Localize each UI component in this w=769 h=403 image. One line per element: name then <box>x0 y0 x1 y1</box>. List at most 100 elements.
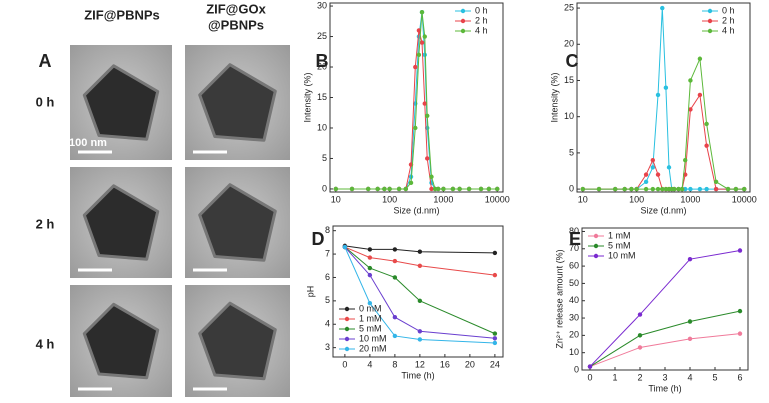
row-label: 2 h <box>36 216 55 231</box>
data-point <box>457 186 462 192</box>
row-label: 0 h <box>36 94 55 109</box>
particle <box>198 183 277 262</box>
tem-panel: A ZIF@PBNPs ZIF@GOx @PBNPs 0 h 2 h 4 h 1… <box>36 1 290 397</box>
y-tick-label: 5 <box>325 295 330 305</box>
plot-frame <box>576 2 751 193</box>
data-point <box>683 186 688 192</box>
y-axis-label: Intensity (%) <box>549 72 559 122</box>
x-tick-label: 10 <box>331 194 341 204</box>
legend-label: 10 mM <box>608 250 636 260</box>
legend-marker <box>707 8 713 14</box>
panel-label: E <box>569 229 581 249</box>
data-point <box>478 186 484 192</box>
y-tick-label: 40 <box>569 295 579 305</box>
data-point <box>441 186 446 192</box>
x-tick-label: 3 <box>662 372 667 382</box>
legend-marker <box>707 28 713 34</box>
data-point <box>643 179 649 185</box>
data-point <box>663 85 669 90</box>
data-point <box>704 143 709 148</box>
series-line <box>589 310 741 367</box>
y-tick-label: 20 <box>317 61 327 71</box>
y-tick-label: 4 <box>325 319 330 329</box>
data-point <box>392 275 398 280</box>
data-point <box>672 186 677 192</box>
data-point <box>417 337 423 342</box>
y-tick-label: 30 <box>317 0 327 10</box>
data-point <box>622 186 627 192</box>
y-tick-label: 3 <box>325 342 330 352</box>
legend-marker <box>593 253 599 259</box>
y-tick-label: 25 <box>317 31 327 41</box>
data-point <box>650 186 656 192</box>
data-point <box>655 186 661 192</box>
data-point <box>688 186 693 192</box>
y-tick-label: 0 <box>569 183 574 193</box>
data-point <box>676 186 681 192</box>
data-point <box>413 125 418 131</box>
x-tick-label: 1000 <box>433 194 453 204</box>
particle <box>198 63 277 142</box>
data-point <box>417 329 423 334</box>
data-point <box>425 156 430 161</box>
data-point <box>367 300 373 306</box>
legend-marker <box>344 306 350 312</box>
data-point <box>687 336 693 342</box>
x-tick-label: 4 <box>687 372 692 382</box>
data-point <box>655 92 661 98</box>
y-tick-label: 10 <box>569 347 579 357</box>
data-point <box>613 186 618 192</box>
x-tick-label: 4 <box>367 359 372 369</box>
data-point <box>663 186 669 192</box>
data-point <box>392 247 398 252</box>
panel-label: D <box>312 229 325 249</box>
data-point <box>737 331 743 336</box>
column-header: ZIF@PBNPs <box>84 7 160 22</box>
legend-marker <box>593 233 599 239</box>
x-tick-label: 10000 <box>732 194 757 204</box>
y-tick-label: 60 <box>569 260 579 270</box>
data-point <box>408 180 414 186</box>
y-tick-label: 80 <box>569 226 579 236</box>
y-tick-label: 5 <box>569 147 574 157</box>
data-point <box>392 315 398 320</box>
panel-label: C <box>566 51 579 71</box>
data-point <box>688 107 693 112</box>
panel-label: B <box>316 51 329 71</box>
y-tick-label: 10 <box>564 111 574 121</box>
y-tick-label: 10 <box>317 122 327 132</box>
data-point <box>643 172 649 177</box>
legend-marker <box>344 316 350 322</box>
data-point <box>634 186 639 192</box>
data-point <box>629 186 634 192</box>
series-line <box>589 333 741 368</box>
data-point <box>587 364 593 369</box>
data-point <box>417 249 423 254</box>
data-point <box>392 333 398 339</box>
legend-label: 1 mM <box>359 313 382 323</box>
data-point <box>342 244 348 250</box>
legend-label: 2 h <box>722 15 735 25</box>
data-point <box>429 186 434 192</box>
data-point <box>396 186 402 192</box>
chart: E 0 10 20 30 40 50 60 70 80 0 1 2 3 4 5 6 Time (h) Zn²⁺ re… <box>554 226 749 393</box>
data-point <box>422 101 427 106</box>
y-tick-label: 8 <box>325 225 330 235</box>
series-line <box>582 56 745 190</box>
series-line <box>589 250 741 367</box>
data-point <box>466 186 472 192</box>
legend-label: 5 mM <box>608 240 631 250</box>
data-point <box>429 174 434 179</box>
y-tick-label: 70 <box>569 243 579 253</box>
x-tick-label: 10000 <box>485 194 510 204</box>
x-axis-label: Time (h) <box>401 370 434 380</box>
data-point <box>492 340 498 346</box>
data-point <box>422 52 427 58</box>
data-point <box>450 186 456 192</box>
data-point <box>333 186 339 192</box>
data-point <box>417 263 423 268</box>
y-tick-label: 6 <box>325 272 330 282</box>
y-tick-label: 15 <box>317 92 327 102</box>
data-point <box>432 186 438 192</box>
